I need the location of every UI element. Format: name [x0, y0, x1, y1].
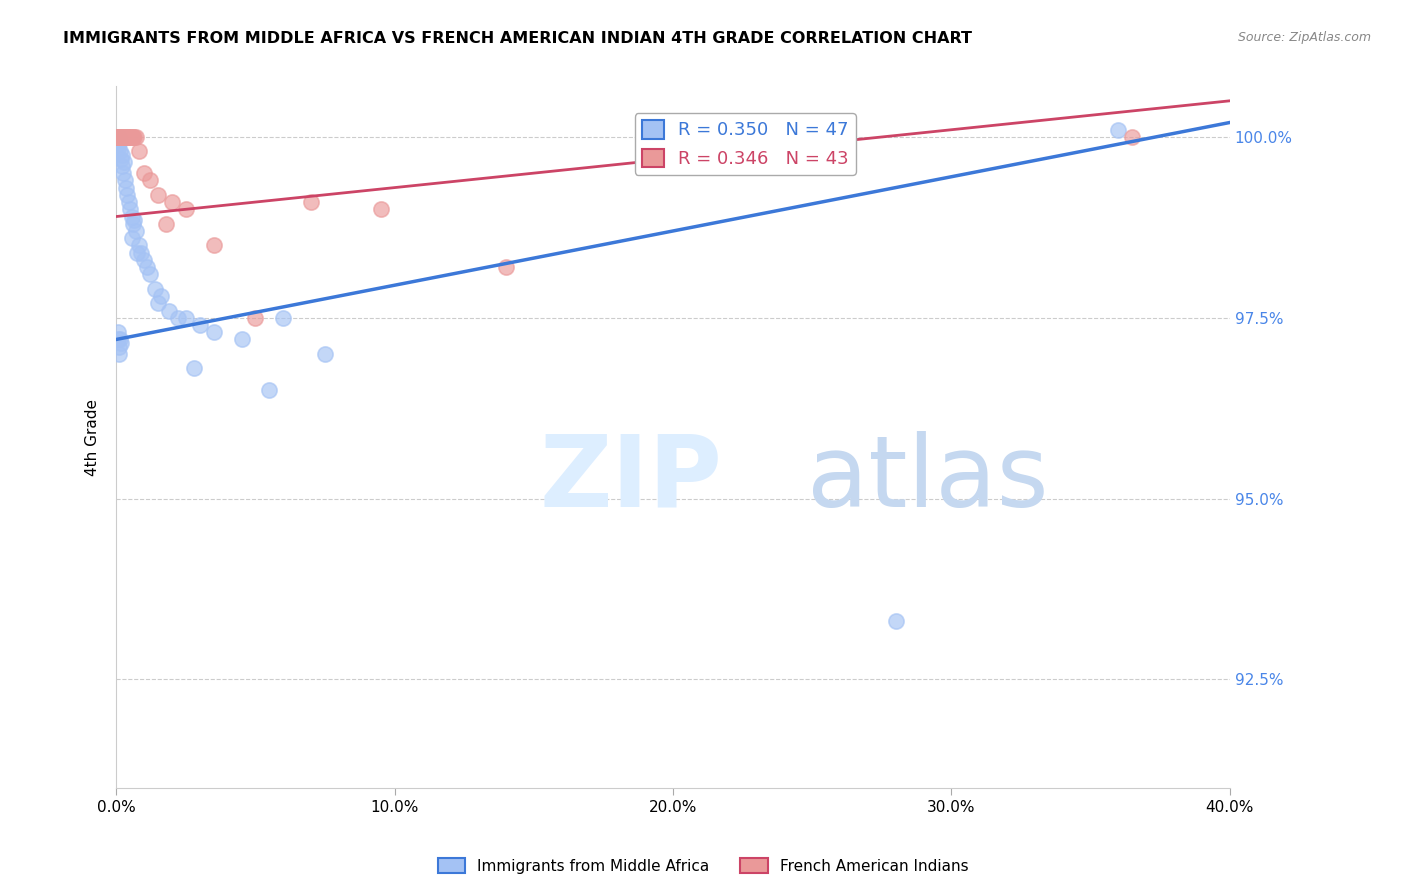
Point — [107, 333, 129, 347]
Point — [114, 130, 136, 145]
Point — [299, 195, 322, 210]
Point — [124, 213, 146, 227]
Point — [188, 318, 211, 332]
Point — [121, 130, 143, 145]
Point — [110, 130, 132, 145]
Point — [146, 296, 169, 310]
Point — [107, 130, 129, 145]
Point — [107, 130, 129, 145]
Point — [110, 130, 132, 145]
Point — [108, 130, 131, 145]
Text: IMMIGRANTS FROM MIDDLE AFRICA VS FRENCH AMERICAN INDIAN 4TH GRADE CORRELATION CH: IMMIGRANTS FROM MIDDLE AFRICA VS FRENCH … — [63, 31, 973, 46]
Point — [143, 282, 166, 296]
Text: atlas: atlas — [807, 431, 1049, 528]
Point — [155, 217, 177, 231]
Point — [111, 130, 134, 145]
Point — [884, 615, 907, 629]
Y-axis label: 4th Grade: 4th Grade — [86, 399, 100, 475]
Point — [138, 268, 160, 282]
Point — [112, 155, 135, 169]
Point — [117, 130, 139, 145]
Point — [370, 202, 392, 217]
Point — [122, 130, 145, 145]
Point — [120, 130, 142, 145]
Legend: Immigrants from Middle Africa, French American Indians: Immigrants from Middle Africa, French Am… — [432, 852, 974, 880]
Point — [108, 130, 131, 145]
Point — [112, 130, 135, 145]
Point — [111, 148, 134, 162]
Point — [124, 130, 146, 145]
Point — [120, 202, 142, 217]
Point — [245, 310, 267, 325]
Point — [108, 130, 131, 145]
Point — [127, 245, 149, 260]
Point — [146, 187, 169, 202]
Point — [1121, 130, 1143, 145]
Point — [202, 325, 225, 339]
Point — [132, 252, 155, 267]
Point — [112, 130, 135, 145]
Point — [110, 130, 132, 145]
Point — [110, 130, 132, 145]
Point — [107, 137, 129, 152]
Point — [108, 130, 131, 145]
Point — [112, 130, 135, 145]
Point — [111, 130, 134, 145]
Point — [128, 145, 150, 159]
Point — [107, 325, 129, 339]
Point — [107, 141, 129, 155]
Point — [128, 238, 150, 252]
Point — [121, 231, 143, 245]
Point — [111, 130, 134, 145]
Point — [174, 310, 197, 325]
Point — [118, 130, 141, 145]
Point — [108, 134, 131, 148]
Point — [114, 173, 136, 187]
Point — [131, 245, 153, 260]
Text: ZIP: ZIP — [540, 431, 723, 528]
Point — [115, 130, 138, 145]
Point — [138, 173, 160, 187]
Point — [118, 195, 141, 210]
Point — [160, 195, 183, 210]
Point — [108, 130, 131, 145]
Point — [107, 130, 129, 145]
Point — [183, 361, 205, 376]
Point — [110, 336, 132, 351]
Point — [495, 260, 517, 274]
Point — [115, 180, 138, 194]
Point — [117, 187, 139, 202]
Point — [125, 224, 148, 238]
Point — [259, 383, 281, 397]
Point — [112, 166, 135, 180]
Point — [1107, 122, 1129, 136]
Point — [135, 260, 157, 274]
Point — [202, 238, 225, 252]
Point — [108, 347, 131, 361]
Point — [121, 210, 143, 224]
Point — [111, 159, 134, 173]
Point — [231, 333, 253, 347]
Point — [115, 130, 138, 145]
Point — [132, 166, 155, 180]
Point — [107, 130, 129, 145]
Point — [314, 347, 336, 361]
Text: Source: ZipAtlas.com: Source: ZipAtlas.com — [1237, 31, 1371, 45]
Point — [166, 310, 188, 325]
Point — [110, 152, 132, 166]
Legend: R = 0.350   N = 47, R = 0.346   N = 43: R = 0.350 N = 47, R = 0.346 N = 43 — [634, 113, 856, 175]
Point — [117, 130, 139, 145]
Point — [125, 130, 148, 145]
Point — [122, 217, 145, 231]
Point — [108, 333, 131, 347]
Point — [110, 145, 132, 159]
Point — [149, 289, 172, 303]
Point — [114, 130, 136, 145]
Point — [157, 303, 180, 318]
Point — [107, 340, 129, 354]
Point — [174, 202, 197, 217]
Point — [271, 310, 294, 325]
